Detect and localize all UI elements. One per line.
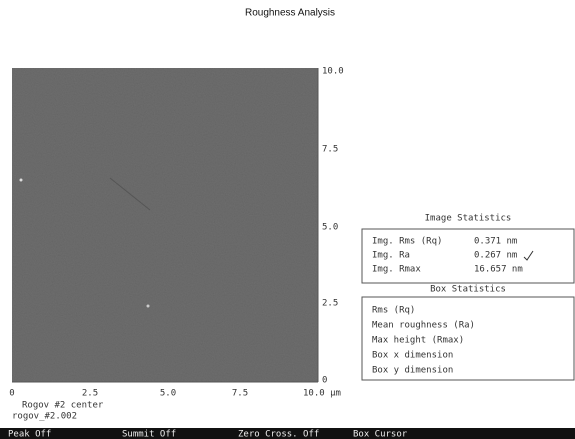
stat-value: 0.371 nm bbox=[474, 237, 517, 247]
particle bbox=[20, 179, 23, 182]
stat-label: Max height (Rmax) bbox=[372, 336, 464, 346]
status-item[interactable]: Zero Cross. Off bbox=[238, 430, 319, 439]
caption: rogov_#2.002 bbox=[12, 412, 77, 422]
stat-label: Mean roughness (Ra) bbox=[372, 321, 475, 331]
x-tick-label: 7.5 bbox=[232, 389, 248, 399]
section-title: Image Statistics bbox=[425, 214, 512, 224]
stat-label: Box y dimension bbox=[372, 366, 453, 376]
x-tick-label: 2.5 bbox=[82, 389, 98, 399]
stat-label: Img. Rmax bbox=[372, 265, 421, 275]
stat-label: Img. Ra bbox=[372, 251, 410, 261]
y-tick-label: 7.5 bbox=[322, 145, 338, 155]
stat-label: Box x dimension bbox=[372, 351, 453, 361]
x-tick-label: 5.0 bbox=[160, 389, 176, 399]
status-item[interactable]: Summit Off bbox=[122, 430, 176, 439]
status-item[interactable]: Peak Off bbox=[8, 430, 51, 439]
y-tick-label: 0 bbox=[322, 376, 327, 386]
stat-value: 16.657 nm bbox=[474, 265, 523, 275]
particle bbox=[147, 305, 150, 308]
height-map bbox=[12, 68, 318, 382]
afm-image bbox=[12, 68, 318, 382]
y-tick-label: 10.0 bbox=[322, 67, 344, 77]
y-tick-label: 2.5 bbox=[322, 299, 338, 309]
screen: Roughness Analysis 10.0 7.5 5.0 2.5 0 0 … bbox=[0, 0, 575, 439]
y-tick-label: 5.0 bbox=[322, 223, 338, 233]
page-title: Roughness Analysis bbox=[245, 8, 335, 19]
x-tick-label: 10.0 µm bbox=[303, 389, 341, 399]
stat-value: 0.267 nm bbox=[474, 251, 517, 261]
x-tick-label: 0 bbox=[9, 389, 14, 399]
status-item[interactable]: Box Cursor bbox=[353, 430, 408, 439]
status-bar: Peak Off Summit Off Zero Cross. Off Box … bbox=[0, 428, 575, 439]
section-title: Box Statistics bbox=[430, 285, 506, 295]
caption: Rogov #2 center bbox=[22, 401, 104, 411]
stat-label: Img. Rms (Rq) bbox=[372, 237, 442, 247]
stat-label: Rms (Rq) bbox=[372, 306, 415, 316]
